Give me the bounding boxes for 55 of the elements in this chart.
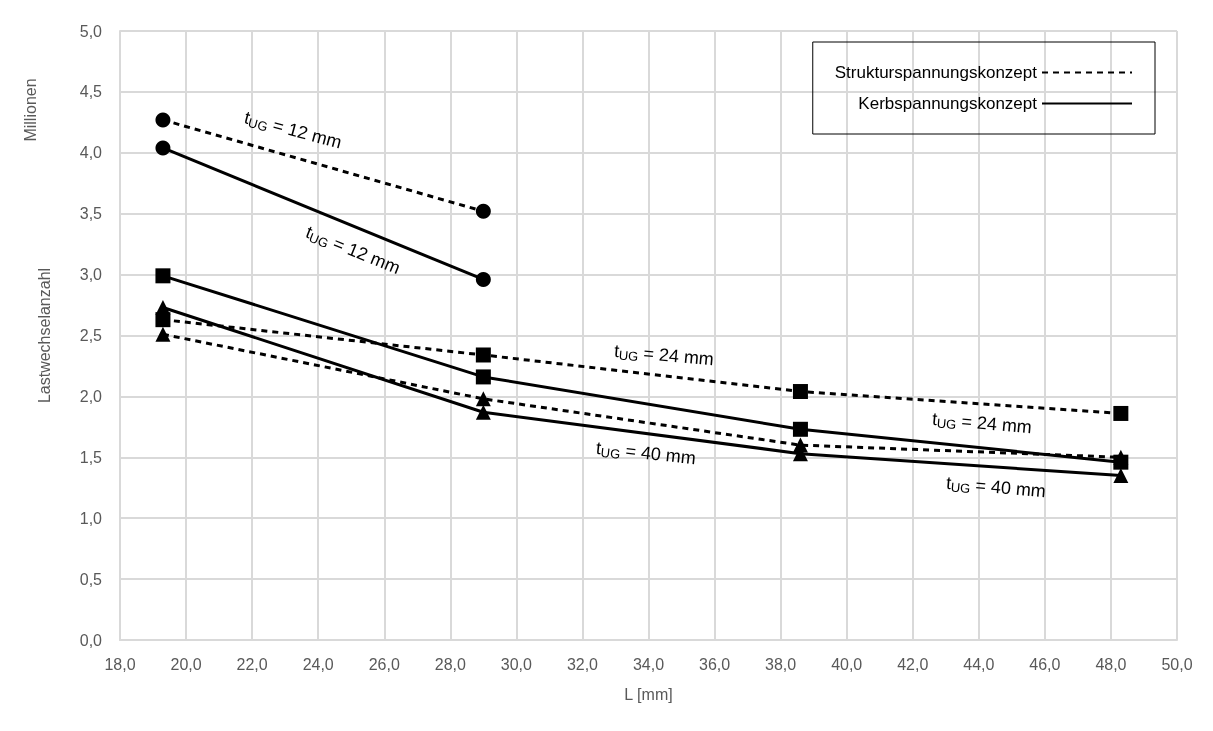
y-tick-label: 0,0 — [79, 631, 103, 649]
x-tick-label: 18,0 — [104, 655, 136, 673]
x-tick-label: 44,0 — [963, 655, 995, 673]
x-tick-label: 40,0 — [831, 655, 863, 673]
y-tick-label: 0,5 — [79, 570, 103, 588]
x-tick-label: 32,0 — [566, 655, 599, 673]
y-axis-title: Lastwechselanzahl — [35, 267, 53, 404]
point — [475, 369, 491, 385]
x-tick-label: 50,0 — [1161, 655, 1193, 673]
x-tick-label: 26,0 — [368, 655, 400, 673]
x-tick-label: 46,0 — [1029, 655, 1061, 673]
point — [792, 384, 808, 400]
point — [155, 268, 171, 284]
y-tick-label: 2,0 — [79, 387, 103, 405]
x-axis-title: L [mm] — [624, 685, 673, 703]
y-tick-label: 5,0 — [79, 22, 103, 40]
point — [475, 347, 491, 363]
point — [155, 326, 171, 342]
point — [1113, 468, 1129, 484]
point — [475, 391, 491, 407]
point — [475, 404, 491, 420]
x-tick-label: 24,0 — [302, 655, 334, 673]
annotation: tUG = 40 mm — [945, 472, 1047, 502]
annotation: tUG = 24 mm — [931, 408, 1033, 438]
y-tick-label: 2,5 — [79, 327, 103, 344]
x-tick-label: 30,0 — [500, 655, 533, 673]
point — [155, 140, 171, 156]
text: Kerbspannungskonzept — [858, 94, 1038, 113]
y-tick-label: 1,5 — [79, 448, 103, 466]
point — [475, 271, 491, 287]
y-tick-label: 1,0 — [79, 509, 103, 527]
annotation: tUG = 24 mm — [613, 340, 715, 370]
x-tick-label: 36,0 — [698, 655, 731, 673]
x-tick-label: 38,0 — [765, 655, 797, 673]
text: Millionen — [21, 78, 39, 142]
y-tick-label: 3,5 — [79, 205, 103, 223]
x-tick-label: 42,0 — [897, 655, 929, 673]
x-tick-label: 22,0 — [236, 655, 268, 673]
x-tick-label: 20,0 — [170, 655, 202, 673]
point — [155, 299, 171, 315]
point — [155, 112, 171, 128]
point — [792, 421, 808, 437]
annotation: tUG = 40 mm — [595, 437, 697, 469]
annotation: tUG = 12 mm — [302, 221, 404, 279]
annotation: tUG = 12 mm — [242, 107, 344, 153]
x-tick-label: 28,0 — [434, 655, 466, 673]
x-tick-label: 48,0 — [1095, 655, 1127, 673]
text: Strukturspannungskonzept — [834, 63, 1038, 82]
y-tick-label: 4,0 — [79, 144, 103, 162]
point — [475, 203, 491, 219]
y-tick-label: 3,0 — [79, 266, 103, 284]
point — [1113, 405, 1129, 421]
y-tick-label: 4,5 — [79, 83, 103, 101]
x-tick-label: 34,0 — [632, 655, 665, 673]
point — [1113, 449, 1129, 465]
